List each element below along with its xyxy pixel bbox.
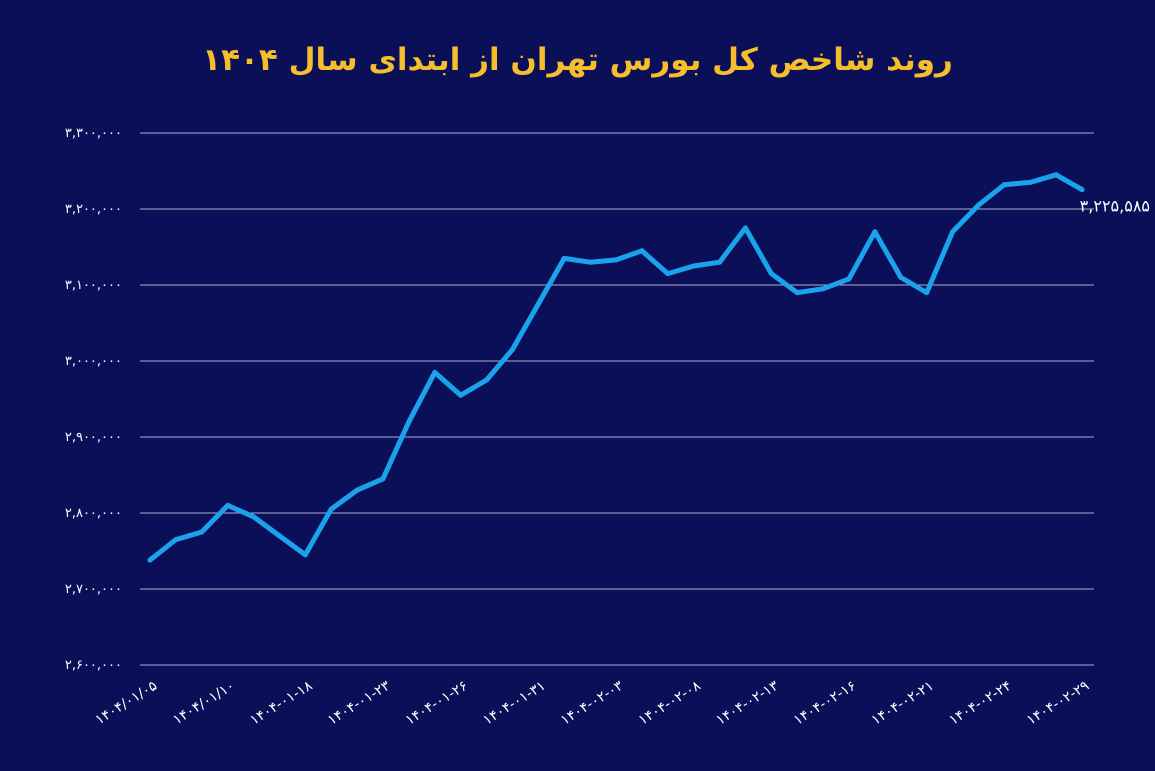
data-point — [276, 533, 282, 539]
data-point — [561, 255, 567, 261]
data-point — [613, 257, 619, 263]
x-tick-label: ۱۴۰۴/۰۱/۰۵ — [93, 678, 160, 728]
x-tick-label: ۱۴۰۴-۰۲-۰۳ — [558, 678, 626, 729]
y-tick-label: ۳,۳۰۰,۰۰۰ — [65, 126, 122, 141]
data-point — [484, 377, 490, 383]
data-point — [975, 202, 981, 208]
x-tick-label: ۱۴۰۴-۰۲-۱۳ — [713, 678, 781, 729]
data-point — [587, 259, 593, 265]
data-point — [717, 259, 723, 265]
data-point — [924, 290, 930, 296]
data-point — [173, 537, 179, 543]
data-point — [639, 248, 645, 254]
x-tick-label: ۱۴۰۴-۰۲-۲۹ — [1024, 678, 1092, 729]
data-point — [691, 263, 697, 269]
data-point — [251, 514, 257, 520]
last-value-label: ۳,۲۲۵,۵۸۵ — [1080, 197, 1150, 216]
data-point — [768, 271, 774, 277]
y-tick-label: ۲,۹۰۰,۰۰۰ — [65, 430, 122, 445]
data-point — [458, 392, 464, 398]
data-point — [302, 552, 308, 558]
data-point — [1079, 187, 1085, 193]
data-point — [509, 347, 515, 353]
data-point — [147, 557, 153, 563]
data-point — [794, 290, 800, 296]
data-point — [665, 271, 671, 277]
data-point — [535, 301, 541, 307]
y-tick-label: ۲,۶۰۰,۰۰۰ — [65, 658, 122, 673]
y-tick-label: ۳,۱۰۰,۰۰۰ — [65, 278, 122, 293]
data-point — [199, 529, 205, 535]
data-point — [225, 502, 231, 508]
x-tick-label: ۱۴۰۴-۰۲-۲۴ — [946, 678, 1014, 729]
y-tick-label: ۳,۲۰۰,۰۰۰ — [65, 202, 122, 217]
x-tick-label: ۱۴۰۴-۰۱-۲۶ — [403, 678, 471, 729]
data-point — [1053, 172, 1059, 178]
data-point — [432, 369, 438, 375]
data-point — [950, 229, 956, 235]
y-tick-label: ۳,۰۰۰,۰۰۰ — [65, 354, 122, 369]
x-tick-label: ۱۴۰۴-۰۲-۰۸ — [636, 678, 704, 729]
data-point — [742, 225, 748, 231]
y-tick-label: ۲,۸۰۰,۰۰۰ — [65, 506, 122, 521]
data-point — [846, 276, 852, 282]
data-point — [1027, 179, 1033, 185]
data-point — [1001, 182, 1007, 188]
chart-title: روند شاخص کل بورس تهران از ابتدای سال ۱۴… — [202, 42, 953, 78]
data-point — [354, 487, 360, 493]
x-tick-label: ۱۴۰۴-۰۱-۲۳ — [325, 678, 393, 729]
data-point — [820, 286, 826, 292]
x-tick-label: ۱۴۰۴-۰۱-۳۱ — [480, 678, 548, 729]
y-tick-label: ۲,۷۰۰,۰۰۰ — [65, 582, 122, 597]
x-tick-label: ۱۴۰۴-۰۱-۱۸ — [247, 678, 315, 729]
data-point — [872, 229, 878, 235]
x-tick-label: ۱۴۰۴-۰۲-۱۶ — [791, 678, 859, 729]
x-tick-label: ۱۴۰۴-۰۲-۲۱ — [869, 678, 937, 729]
series-line — [147, 172, 1085, 563]
data-point — [380, 476, 386, 482]
data-point — [898, 274, 904, 280]
x-tick-label: ۱۴۰۴/۰۱/۱۰ — [170, 678, 237, 728]
data-point — [328, 506, 334, 512]
data-point — [406, 419, 412, 425]
